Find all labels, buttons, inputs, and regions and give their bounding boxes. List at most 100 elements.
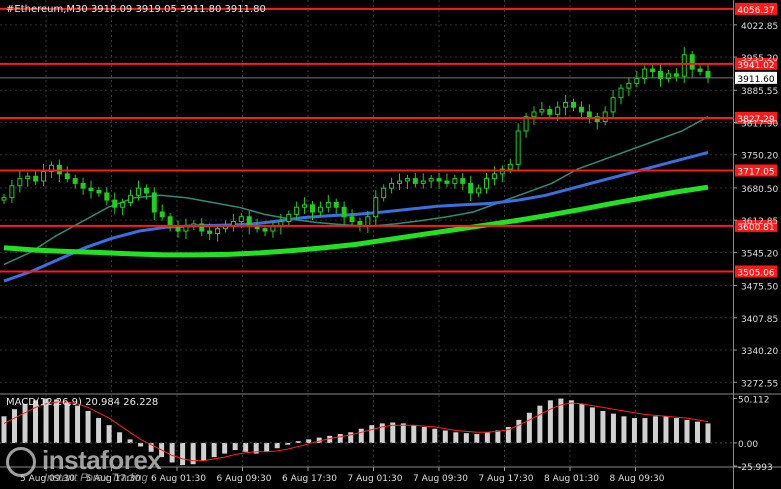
macd-histogram-bar bbox=[432, 428, 438, 443]
candle-body bbox=[104, 192, 110, 201]
price-tick-label: 3340.20 bbox=[741, 347, 778, 357]
macd-histogram-bar bbox=[621, 416, 627, 443]
level-label-box bbox=[735, 265, 777, 278]
macd-histogram-bar bbox=[684, 419, 690, 443]
macd-histogram-bar bbox=[484, 432, 490, 443]
candle-body bbox=[112, 199, 118, 208]
candle-body bbox=[199, 223, 205, 232]
candle-body bbox=[412, 178, 418, 184]
macd-histogram-bar bbox=[421, 426, 427, 443]
candle-body bbox=[697, 68, 703, 72]
macd-histogram-bar bbox=[33, 400, 39, 443]
support-resistance-levels: 4056.37 3941.02 3827.29 3717.05 3600.81 3505.… bbox=[0, 2, 777, 278]
candle-body bbox=[317, 206, 323, 213]
candle-body bbox=[665, 73, 671, 80]
macd-histogram-bar bbox=[169, 442, 175, 463]
candle-body bbox=[658, 70, 664, 80]
candle-body bbox=[151, 192, 157, 213]
current-price-box bbox=[735, 71, 777, 84]
candle-body bbox=[207, 230, 213, 234]
candle-body bbox=[547, 109, 553, 115]
candle-body bbox=[215, 228, 221, 234]
macd-histogram-bar bbox=[652, 416, 658, 443]
macd-histogram-bar bbox=[568, 400, 574, 443]
macd-histogram-bar bbox=[85, 410, 91, 443]
macd-histogram-bar bbox=[180, 442, 186, 466]
macd-panel: 50.112 0.00 -25.993 bbox=[0, 395, 773, 473]
price-tick-label: 3817.90 bbox=[741, 119, 778, 129]
level-label: 3717.05 bbox=[737, 168, 774, 178]
moving-averages bbox=[3, 116, 709, 283]
candle-body bbox=[626, 82, 632, 89]
candle-body bbox=[420, 180, 426, 184]
candle-body bbox=[128, 194, 134, 203]
macd-histogram-bar bbox=[285, 442, 291, 445]
macd-histogram-bar bbox=[75, 405, 81, 443]
price-tick-label: 3680.50 bbox=[741, 185, 778, 195]
candle-body bbox=[183, 225, 189, 232]
ma-mid-line bbox=[3, 150, 709, 283]
instaforex-logo-icon bbox=[6, 447, 36, 477]
candle-body bbox=[484, 178, 490, 189]
macd-histogram-bar bbox=[642, 418, 648, 443]
candle-body bbox=[586, 111, 592, 118]
price-tick-label: 3955.20 bbox=[741, 54, 778, 64]
candle-body bbox=[270, 225, 276, 232]
candle-body bbox=[381, 187, 387, 199]
logo-tagline: Instant Forex Trading bbox=[44, 472, 148, 484]
price-candles bbox=[1, 47, 711, 242]
candle-body bbox=[428, 178, 434, 182]
candle-body bbox=[17, 178, 23, 187]
chart-title: #Ethereum,M30 3918.09 3919.05 3911.80 39… bbox=[6, 4, 266, 15]
price-tick-label: 3475.50 bbox=[741, 283, 778, 293]
macd-histogram-bar bbox=[337, 434, 343, 443]
macd-histogram-bar bbox=[673, 418, 679, 443]
macd-histogram-bar bbox=[537, 405, 543, 443]
candle-body bbox=[539, 109, 545, 113]
macd-title: MACD(12,26,9) 20.984 26.228 bbox=[6, 397, 159, 408]
candle-body bbox=[397, 180, 403, 184]
macd-histogram-bar bbox=[348, 432, 354, 443]
candle-body bbox=[618, 87, 624, 99]
level-label-box bbox=[735, 164, 777, 177]
macd-histogram-bar bbox=[211, 442, 217, 458]
candle-body bbox=[563, 101, 569, 108]
macd-histogram-bar bbox=[306, 439, 312, 443]
macd-histogram-bar bbox=[495, 430, 501, 443]
price-tick-label: 3545.20 bbox=[741, 249, 778, 259]
candle-body bbox=[238, 216, 244, 223]
macd-histogram-bar bbox=[138, 442, 144, 447]
candle-body bbox=[262, 228, 268, 232]
candle-body bbox=[175, 225, 181, 232]
candle-body bbox=[389, 182, 395, 189]
logo-name: instaforex bbox=[42, 445, 162, 475]
macd-histogram-bar bbox=[106, 425, 112, 443]
candle-body bbox=[88, 187, 94, 192]
ma-slow-line bbox=[3, 184, 709, 258]
macd-histogram-bar bbox=[442, 430, 448, 443]
price-tick-label: 3750.20 bbox=[741, 152, 778, 162]
time-tick-label: 7 Aug 17:30 bbox=[479, 474, 534, 484]
candle-body bbox=[468, 182, 474, 194]
macd-histogram-bar bbox=[663, 416, 669, 443]
candle-body bbox=[333, 201, 339, 208]
time-tick-label: 5 Aug 09:30 bbox=[20, 474, 75, 484]
macd-histogram-bar bbox=[127, 439, 133, 443]
candle-body bbox=[246, 216, 252, 227]
candle-body bbox=[135, 187, 141, 196]
candle-body bbox=[673, 73, 679, 77]
level-label-box bbox=[735, 57, 777, 70]
macd-histogram-bar bbox=[22, 403, 28, 443]
time-tick-label: 6 Aug 01:30 bbox=[151, 474, 206, 484]
macd-histogram-bar bbox=[463, 433, 469, 443]
candle-body bbox=[476, 187, 482, 194]
candle-body bbox=[159, 211, 165, 218]
macd-histogram-bar bbox=[474, 434, 480, 443]
macd-histogram-bar bbox=[505, 426, 511, 443]
candle-body bbox=[302, 204, 308, 208]
candle-body bbox=[64, 173, 70, 180]
macd-histogram-bar bbox=[390, 422, 396, 443]
macd-histogram-bar bbox=[547, 400, 553, 443]
candle-body bbox=[96, 190, 102, 194]
